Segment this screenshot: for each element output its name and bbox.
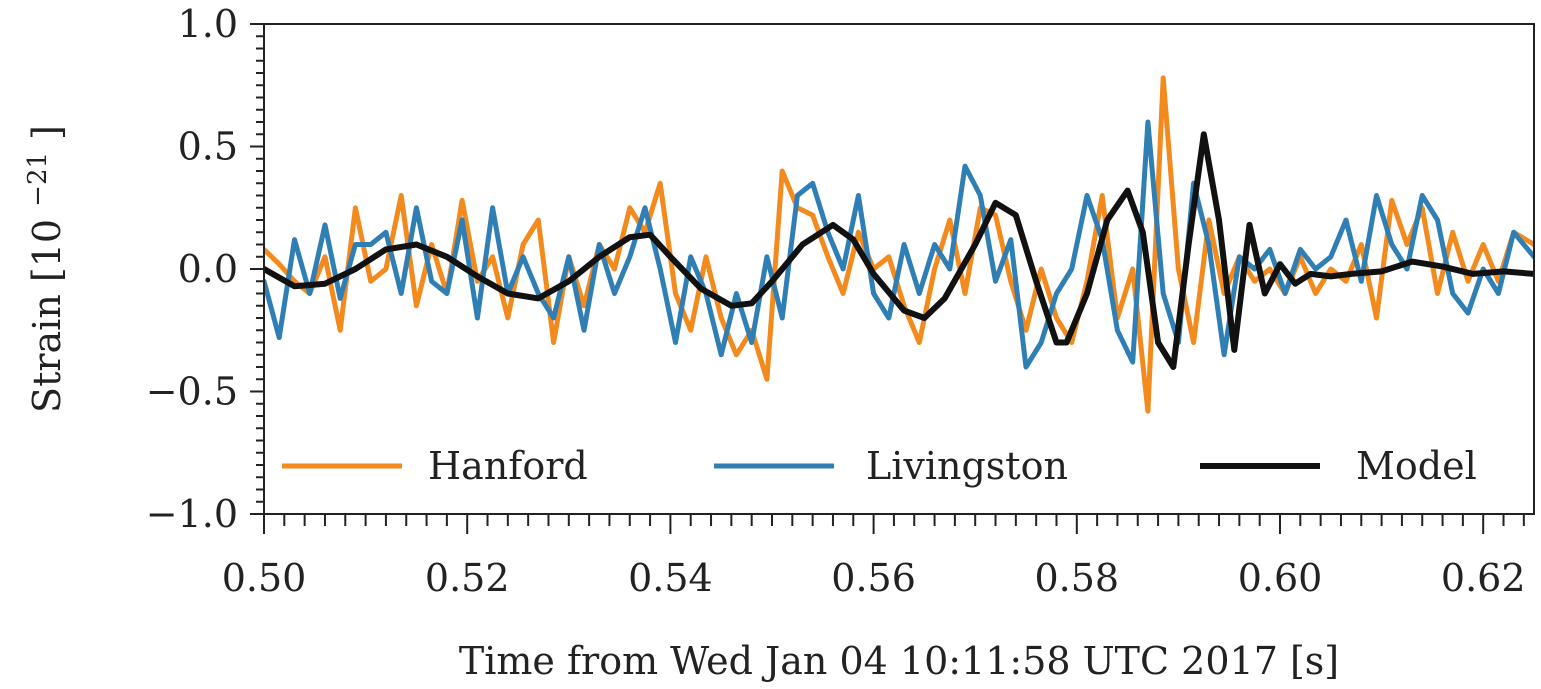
y-tick-label: 1.0: [178, 2, 238, 46]
y-tick-label: −1.0: [146, 492, 238, 536]
y-axis-title-exponent: −21: [23, 152, 53, 207]
y-axis-title-close: ]: [25, 125, 69, 140]
legend-label-model: Model: [1356, 444, 1477, 488]
x-tick-label: 0.60: [1238, 556, 1323, 600]
x-tick-label: 0.52: [425, 556, 510, 600]
series-line-livingston: [264, 119, 1534, 370]
x-tick-label: 0.50: [222, 556, 307, 600]
y-tick-label: 0.0: [178, 247, 238, 291]
legend-label-livingston: Livingston: [866, 444, 1068, 488]
legend: Hanford Livingston Model: [268, 428, 1530, 510]
legend-label-hanford: Hanford: [428, 444, 588, 488]
series-group: [264, 75, 1534, 414]
x-axis: 0.50 0.52 0.54 0.56 0.58 0.60 0.62: [222, 514, 1526, 600]
x-axis-title: Time from Wed Jan 04 10:11:58 UTC 2017 […: [459, 639, 1339, 683]
x-tick-label: 0.56: [831, 556, 916, 600]
series-line-model: [264, 131, 1534, 370]
y-axis-title-main: Strain: [25, 294, 69, 413]
svg-text:Strain [10: Strain [10 −21 ]: [11, 125, 69, 413]
x-tick-label: 0.62: [1441, 556, 1526, 600]
y-axis-title: Strain [10 −21 ]: [11, 125, 69, 413]
x-tick-label: 0.58: [1034, 556, 1119, 600]
y-tick-label: 0.5: [178, 125, 238, 169]
y-axis-title-unit: [10: [25, 219, 69, 282]
y-axis: 1.0 0.5 0.0 −0.5 −1.0: [146, 2, 264, 536]
y-tick-label: −0.5: [146, 370, 238, 414]
x-tick-label: 0.54: [628, 556, 713, 600]
